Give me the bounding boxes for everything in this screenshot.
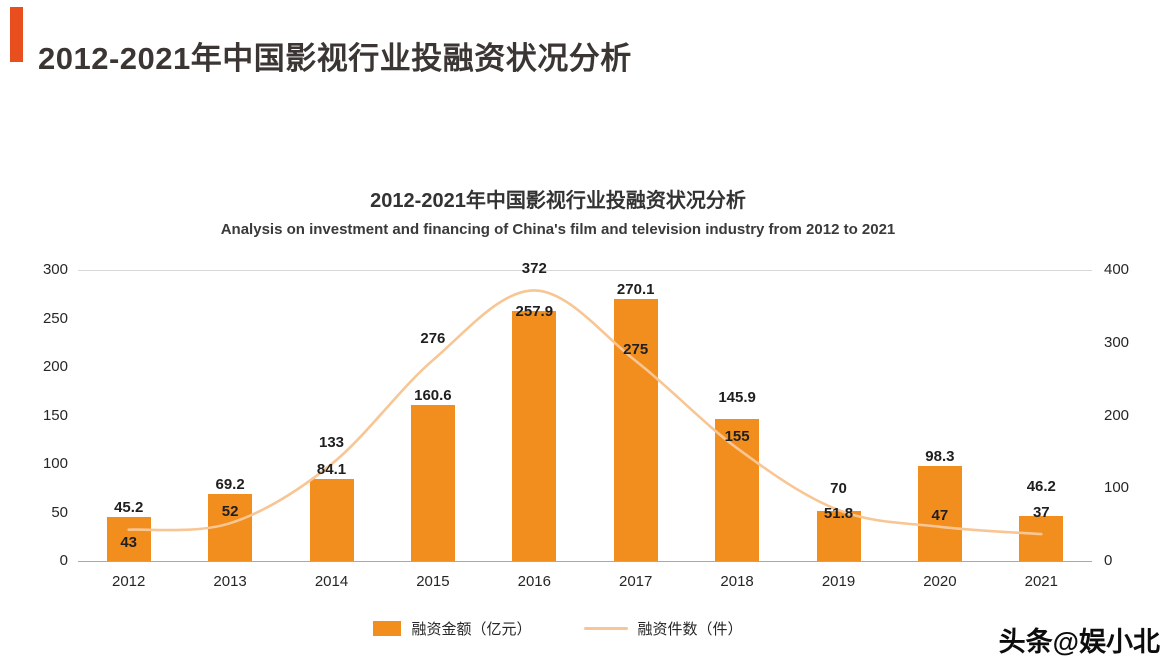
bar-value-label: 145.9: [718, 389, 756, 407]
bar-2021: [1019, 516, 1064, 561]
plot-top-border: [78, 270, 1092, 271]
bar-series-swatch-icon: [373, 621, 402, 636]
line-value-label: 372: [521, 260, 547, 278]
bar-value-label: 270.1: [616, 281, 655, 298]
left-axis-tick-label: 0: [59, 552, 68, 569]
line-series-swatch-icon: [583, 627, 628, 630]
legend-item-line-series: 融资件数（件）: [583, 618, 743, 639]
left-axis-tick-label: 300: [42, 261, 68, 278]
x-axis-label: 2016: [517, 573, 551, 590]
x-axis-label: 2017: [619, 573, 653, 590]
line-value-label: 70: [830, 480, 847, 498]
bar-value-label: 46.2: [1026, 478, 1056, 496]
line-value-label: 47: [931, 506, 949, 524]
bar-value-label: 45.2: [114, 499, 144, 517]
line-value-label: 276: [420, 330, 446, 348]
chart-subtitle: Analysis on investment and financing of …: [220, 221, 896, 238]
x-axis-label: 2015: [416, 573, 450, 590]
left-axis-tick-label: 250: [42, 309, 68, 327]
bar-value-label: 51.8: [823, 504, 854, 522]
bar-2017: [613, 299, 658, 561]
line-value-label: 52: [221, 503, 239, 521]
x-axis-label: 2018: [720, 573, 754, 590]
x-axis-label: 2014: [314, 573, 349, 590]
bar-value-label: 257.9: [515, 302, 554, 320]
line-value-label: 155: [724, 428, 750, 446]
x-axis-line: [78, 561, 1092, 562]
bar-value-label: 84.1: [316, 461, 347, 479]
left-axis-tick-label: 200: [42, 358, 68, 375]
bar-2015: [410, 405, 455, 561]
legend-line-label: 融资件数（件）: [637, 621, 743, 638]
legend-item-bar-series: 融资金额（亿元）: [373, 618, 532, 639]
bar-2016: [512, 310, 557, 561]
bar-2014: [309, 479, 354, 561]
x-axis-label: 2012: [112, 573, 146, 590]
page-title: 2012-2021年中国影视行业投融资状况分析: [38, 40, 632, 76]
right-axis-tick-label: 100: [1104, 479, 1130, 497]
line-value-label: 133: [318, 434, 345, 452]
x-axis-label: 2021: [1024, 573, 1058, 590]
chart-legend: 融资金额（亿元） 融资件数（件）: [0, 618, 1116, 639]
x-axis-label: 2013: [213, 573, 247, 590]
legend-bar-label: 融资金额（亿元）: [411, 621, 532, 638]
right-axis-tick-label: 0: [1104, 552, 1113, 569]
bar-value-label: 69.2: [215, 475, 245, 493]
left-axis-tick-label: 150: [42, 406, 68, 424]
right-axis-tick-label: 400: [1104, 261, 1130, 278]
bar-value-label: 160.6: [414, 387, 452, 405]
line-value-label: 43: [120, 533, 138, 551]
left-axis-tick-label: 100: [42, 455, 68, 472]
x-axis-label: 2020: [923, 573, 957, 590]
x-axis-label: 2019: [821, 573, 856, 590]
line-value-label: 37: [1032, 504, 1050, 522]
left-axis-tick-label: 50: [51, 503, 68, 521]
header-accent-bar: [10, 7, 23, 62]
chart-title: 2012-2021年中国影视行业投融资状况分析: [370, 190, 746, 212]
right-axis-tick-label: 200: [1104, 406, 1130, 424]
bar-value-label: 98.3: [925, 447, 955, 465]
right-axis-tick-label: 300: [1104, 333, 1130, 351]
watermark: 头条@娱小北: [998, 627, 1160, 657]
line-value-label: 275: [623, 340, 649, 358]
